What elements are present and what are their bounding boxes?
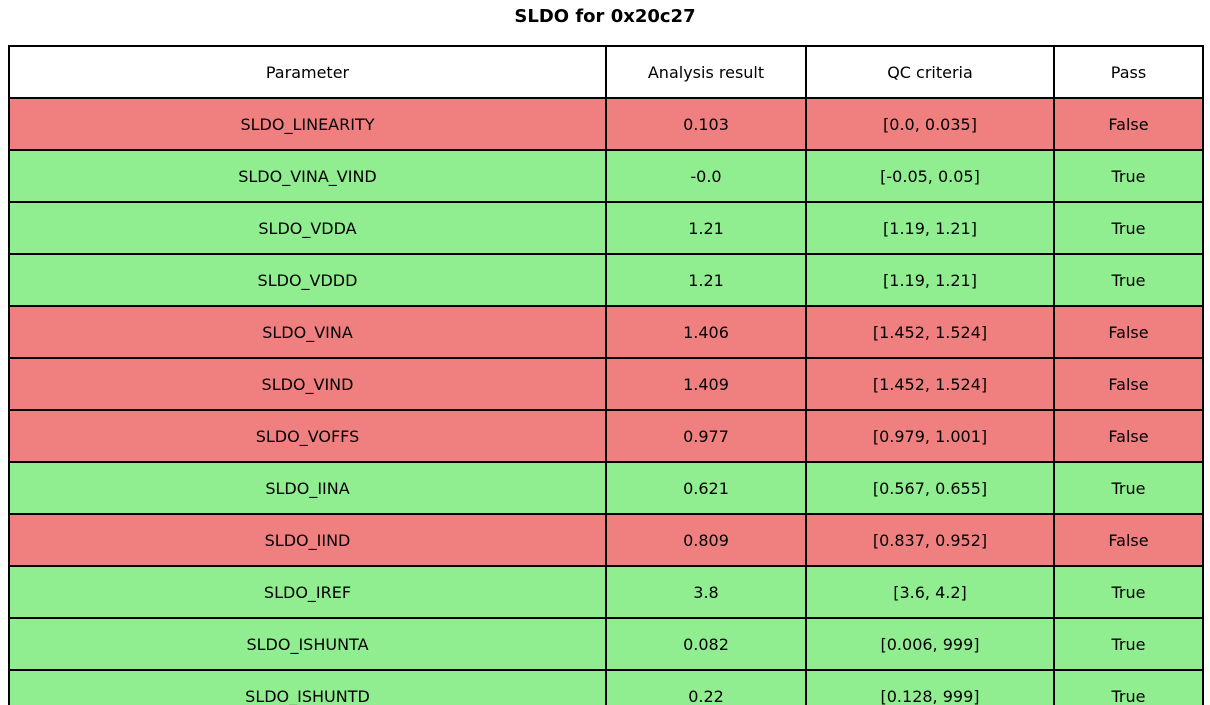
cell-qc-criteria: [0.0, 0.035]	[805, 97, 1055, 151]
table-row: SLDO_VINA 1.406 [1.452, 1.524] False	[8, 305, 1204, 359]
table-row: SLDO_ISHUNTD 0.22 [0.128, 999] True	[8, 669, 1204, 705]
cell-pass: True	[1053, 669, 1204, 705]
cell-qc-criteria: [1.19, 1.21]	[805, 201, 1055, 255]
cell-parameter: SLDO_VINA	[8, 305, 607, 359]
cell-pass: False	[1053, 305, 1204, 359]
cell-analysis-result: 0.103	[605, 97, 807, 151]
cell-parameter: SLDO_ISHUNTA	[8, 617, 607, 671]
cell-analysis-result: 3.8	[605, 565, 807, 619]
table-row: SLDO_IREF 3.8 [3.6, 4.2] True	[8, 565, 1204, 619]
table-body: SLDO_LINEARITY 0.103 [0.0, 0.035] False SLDO…	[8, 97, 1204, 705]
table-row: SLDO_VDDD 1.21 [1.19, 1.21] True	[8, 253, 1204, 307]
cell-pass: False	[1053, 409, 1204, 463]
cell-parameter: SLDO_IIND	[8, 513, 607, 567]
cell-pass: False	[1053, 97, 1204, 151]
cell-pass: True	[1053, 253, 1204, 307]
cell-analysis-result: -0.0	[605, 149, 807, 203]
cell-parameter: SLDO_VOFFS	[8, 409, 607, 463]
qc-table: Parameter Analysis result QC criteria Pa…	[8, 45, 1204, 705]
cell-qc-criteria: [0.567, 0.655]	[805, 461, 1055, 515]
cell-qc-criteria: [1.19, 1.21]	[805, 253, 1055, 307]
table-row: SLDO_IIND 0.809 [0.837, 0.952] False	[8, 513, 1204, 567]
cell-qc-criteria: [1.452, 1.524]	[805, 357, 1055, 411]
cell-qc-criteria: [0.128, 999]	[805, 669, 1055, 705]
table-row: SLDO_ISHUNTA 0.082 [0.006, 999] True	[8, 617, 1204, 671]
cell-parameter: SLDO_VDDA	[8, 201, 607, 255]
cell-parameter: SLDO_IINA	[8, 461, 607, 515]
cell-analysis-result: 0.22	[605, 669, 807, 705]
cell-analysis-result: 1.21	[605, 253, 807, 307]
cell-parameter: SLDO_ISHUNTD	[8, 669, 607, 705]
table-row: SLDO_VINA_VIND -0.0 [-0.05, 0.05] True	[8, 149, 1204, 203]
table-row: SLDO_VDDA 1.21 [1.19, 1.21] True	[8, 201, 1204, 255]
cell-analysis-result: 1.21	[605, 201, 807, 255]
cell-parameter: SLDO_VIND	[8, 357, 607, 411]
table-row: SLDO_VOFFS 0.977 [0.979, 1.001] False	[8, 409, 1204, 463]
cell-parameter: SLDO_VDDD	[8, 253, 607, 307]
cell-qc-criteria: [1.452, 1.524]	[805, 305, 1055, 359]
cell-pass: True	[1053, 149, 1204, 203]
cell-analysis-result: 0.977	[605, 409, 807, 463]
header-row: Parameter Analysis result QC criteria Pa…	[8, 45, 1204, 99]
column-header-analysis-result: Analysis result	[605, 45, 807, 99]
column-header-pass: Pass	[1053, 45, 1204, 99]
cell-pass: True	[1053, 565, 1204, 619]
cell-analysis-result: 1.409	[605, 357, 807, 411]
chart-title: SLDO for 0x20c27	[514, 6, 696, 27]
cell-qc-criteria: [0.979, 1.001]	[805, 409, 1055, 463]
cell-pass: True	[1053, 617, 1204, 671]
cell-analysis-result: 0.809	[605, 513, 807, 567]
cell-pass: True	[1053, 461, 1204, 515]
cell-analysis-result: 1.406	[605, 305, 807, 359]
cell-qc-criteria: [3.6, 4.2]	[805, 565, 1055, 619]
cell-pass: False	[1053, 513, 1204, 567]
cell-qc-criteria: [-0.05, 0.05]	[805, 149, 1055, 203]
table-row: SLDO_IINA 0.621 [0.567, 0.655] True	[8, 461, 1204, 515]
cell-analysis-result: 0.621	[605, 461, 807, 515]
cell-analysis-result: 0.082	[605, 617, 807, 671]
cell-parameter: SLDO_LINEARITY	[8, 97, 607, 151]
cell-parameter: SLDO_VINA_VIND	[8, 149, 607, 203]
cell-qc-criteria: [0.837, 0.952]	[805, 513, 1055, 567]
cell-parameter: SLDO_IREF	[8, 565, 607, 619]
cell-pass: False	[1053, 357, 1204, 411]
column-header-qc-criteria: QC criteria	[805, 45, 1055, 99]
table-row: SLDO_LINEARITY 0.103 [0.0, 0.035] False	[8, 97, 1204, 151]
table-row: SLDO_VIND 1.409 [1.452, 1.524] False	[8, 357, 1204, 411]
cell-pass: True	[1053, 201, 1204, 255]
column-header-parameter: Parameter	[8, 45, 607, 99]
cell-qc-criteria: [0.006, 999]	[805, 617, 1055, 671]
